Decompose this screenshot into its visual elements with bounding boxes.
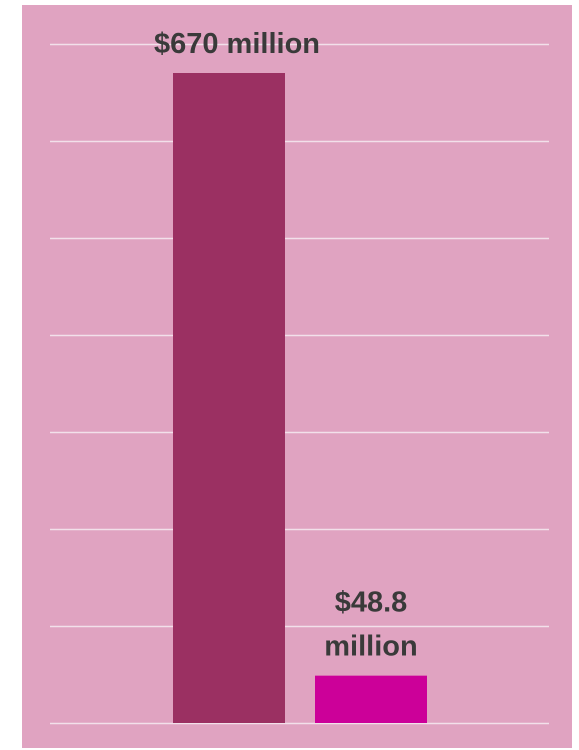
bar-2	[315, 675, 427, 723]
data-label-1: $670 million	[154, 28, 320, 60]
chart-area: $670 million $48.8 million	[22, 5, 572, 748]
bar-1	[173, 73, 285, 723]
chart-background	[22, 5, 572, 748]
bar-chart: $670 million $48.8 million	[22, 5, 572, 748]
data-label-2: $48.8 million	[324, 587, 417, 663]
